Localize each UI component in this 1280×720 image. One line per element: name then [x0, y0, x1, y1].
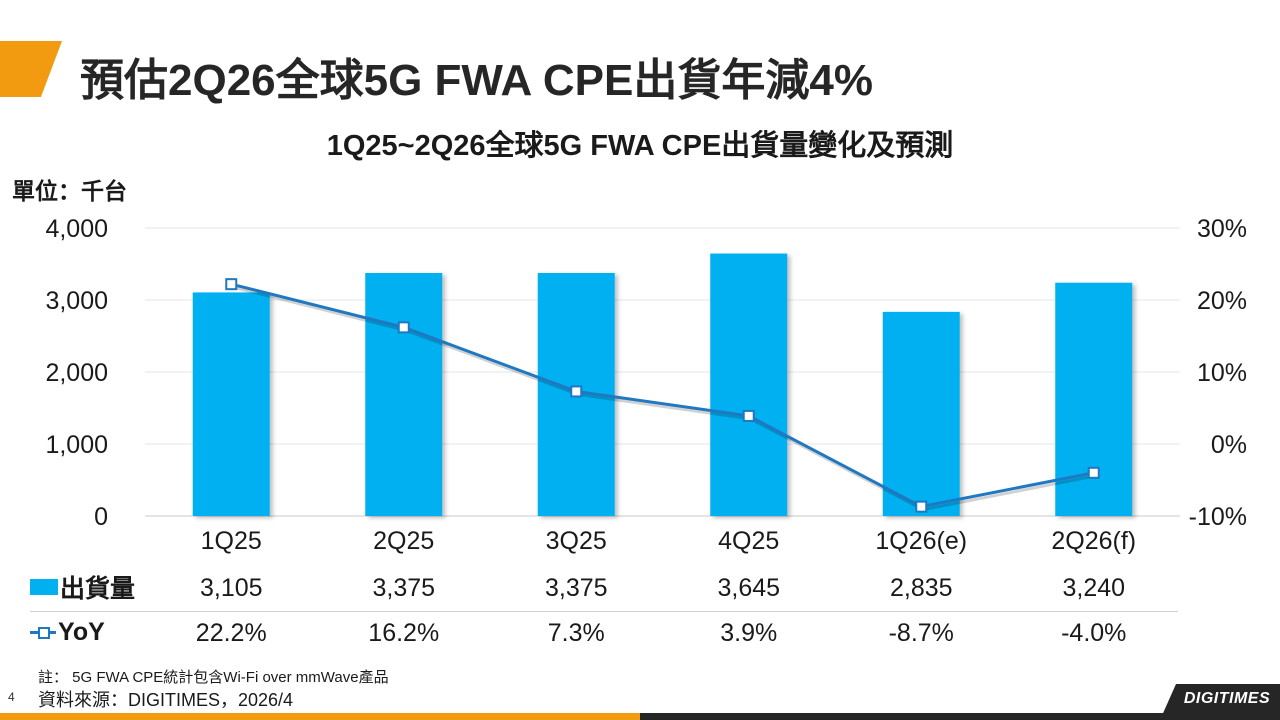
yoy-line-shadow — [232, 285, 1097, 512]
legend-line-swatch — [30, 624, 56, 640]
x-tick-label: 4Q25 — [718, 527, 779, 555]
x-tick-label: 2Q26(f) — [1051, 527, 1136, 555]
legend-bar-swatch — [30, 579, 58, 595]
y-right-tick-label: 0% — [1211, 431, 1247, 459]
page-number: 4 — [8, 690, 15, 704]
legend-yoy-label: YoY — [58, 617, 105, 646]
shipment-value-label: 3,375 — [545, 574, 608, 602]
legend-shipments: 出貨量 — [30, 572, 136, 603]
x-tick-label: 3Q25 — [546, 527, 607, 555]
legend-yoy: YoY — [30, 617, 105, 647]
bar-1q26e — [882, 311, 960, 516]
y-right-tick-label: 30% — [1197, 215, 1247, 243]
bar-4q25 — [710, 253, 788, 516]
yoy-point — [225, 278, 238, 291]
yoy-point — [742, 409, 755, 422]
yoy-point — [397, 321, 410, 334]
x-tick-label: 1Q26(e) — [875, 527, 967, 555]
yoy-value-label: -4.0% — [1061, 619, 1126, 647]
shipment-value-label: 3,375 — [372, 574, 435, 602]
yoy-value-label: 7.3% — [548, 619, 605, 647]
bar-1q25 — [192, 292, 270, 516]
yoy-value-label: 22.2% — [196, 619, 267, 647]
y-right-tick-label: 10% — [1197, 359, 1247, 387]
yoy-value-label: 3.9% — [720, 619, 777, 647]
y-right-tick-label: 20% — [1197, 287, 1247, 315]
footer-bar-orange — [0, 713, 640, 720]
yoy-line — [230, 282, 1095, 509]
y-right-tick-label: -10% — [1189, 503, 1247, 531]
y-left-tick-label: 3,000 — [45, 287, 108, 315]
bar-2q25 — [365, 273, 443, 516]
y-left-tick-label: 4,000 — [45, 215, 108, 243]
table-divider — [30, 611, 1178, 612]
shipment-value-label: 3,645 — [717, 574, 780, 602]
footer-bar-dark — [640, 713, 1280, 720]
y-left-tick-label: 2,000 — [45, 359, 108, 387]
shipment-value-label: 2,835 — [890, 574, 953, 602]
unit-label: 單位：千台 — [12, 178, 127, 204]
footnote: 註： 5G FWA CPE統計包含Wi-Fi over mmWave產品 — [38, 669, 389, 686]
y-left-tick-label: 1,000 — [45, 431, 108, 459]
source-line: 資料來源：DIGITIMES，2026/4 — [38, 690, 294, 710]
x-tick-label: 2Q25 — [373, 527, 434, 555]
yoy-value-label: -8.7% — [889, 619, 954, 647]
brand-tab — [1160, 684, 1280, 720]
x-tick-label: 1Q25 — [201, 527, 262, 555]
shipment-value-label: 3,105 — [200, 574, 263, 602]
page-title: 預估2Q26全球5G FWA CPE出貨年減4% — [80, 56, 873, 105]
chart-title: 1Q25~2Q26全球5G FWA CPE出貨量變化及預測 — [326, 130, 954, 162]
brand-logo: DIGITIMES — [1183, 690, 1271, 707]
yoy-point — [570, 385, 583, 398]
yoy-point — [1087, 466, 1100, 479]
shipment-value-label: 3,240 — [1062, 574, 1125, 602]
yoy-point — [915, 500, 928, 513]
yoy-value-label: 16.2% — [368, 619, 439, 647]
y-left-tick-label: 0 — [94, 503, 108, 531]
legend-shipments-label: 出貨量 — [60, 575, 136, 603]
